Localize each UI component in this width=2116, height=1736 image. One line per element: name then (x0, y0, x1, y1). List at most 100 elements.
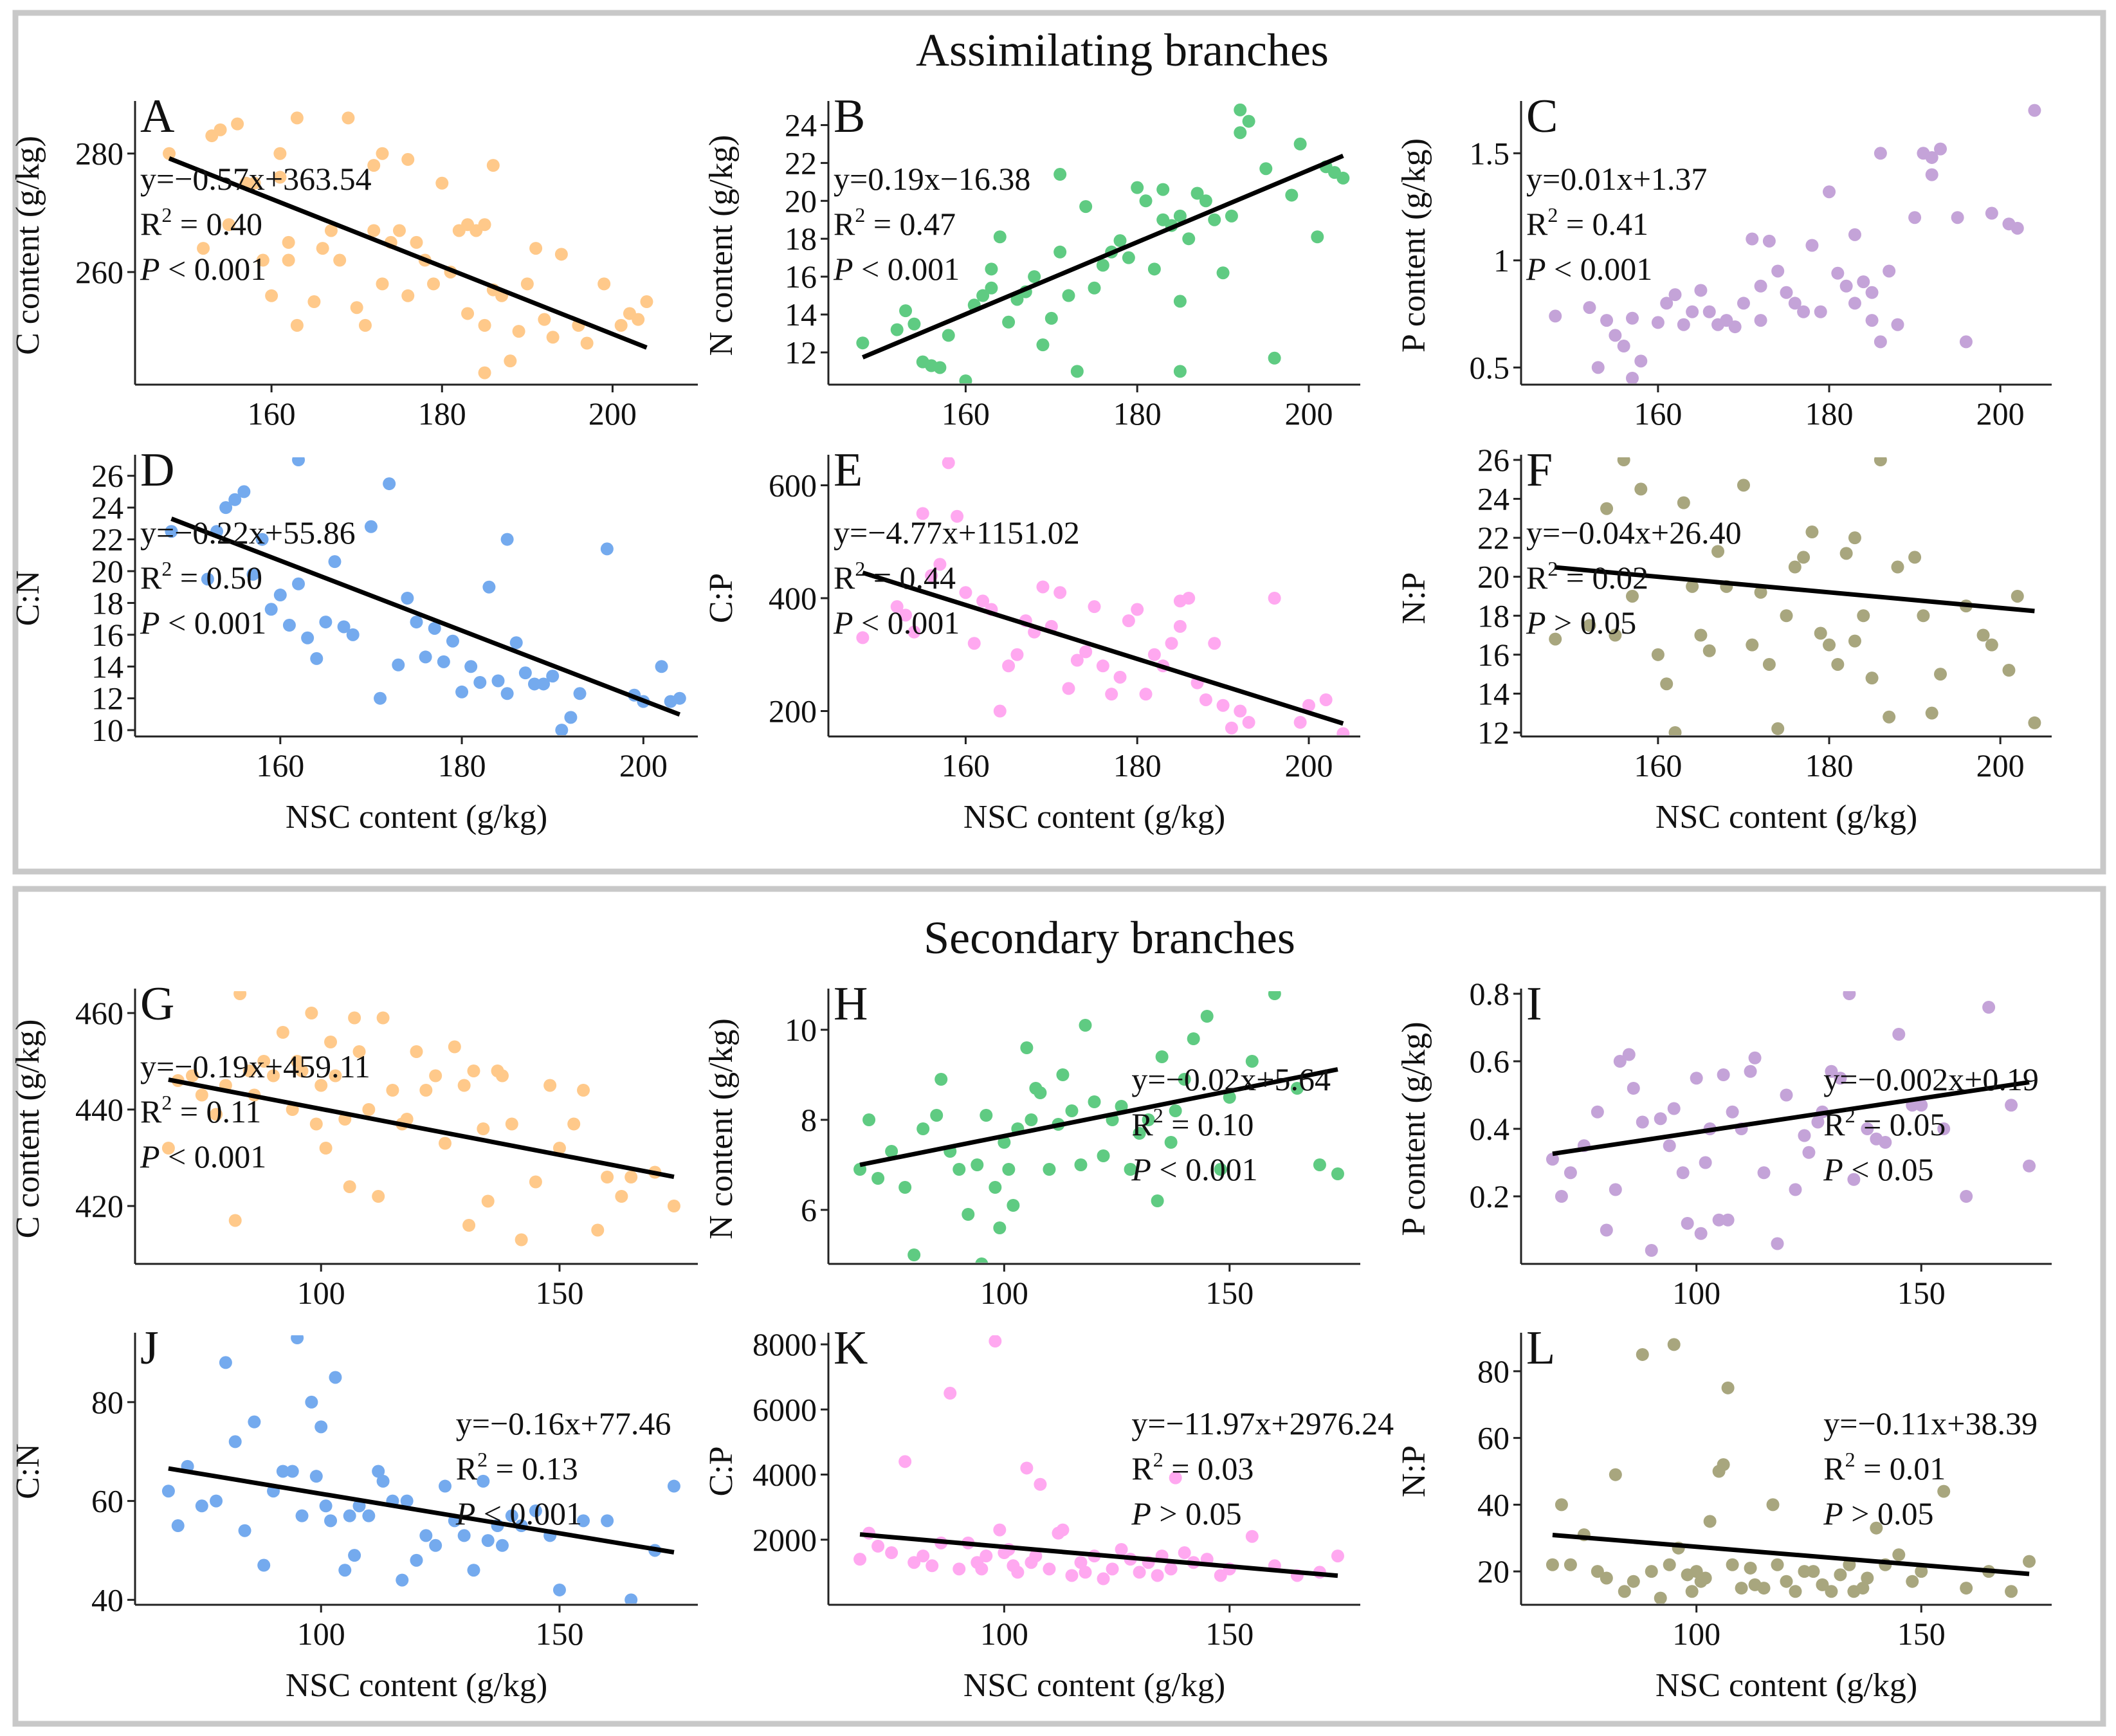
data-point (601, 1514, 614, 1528)
data-point (295, 1509, 309, 1522)
y-tick-label: 60 (1477, 1420, 1509, 1456)
r-squared-label: R2 = 0.41 (1526, 203, 1648, 242)
superscript-two: 2 (161, 203, 172, 226)
data-point (462, 1219, 476, 1232)
x-axis-title: NSC content (g/kg) (963, 1667, 1225, 1704)
x-tick-label: 180 (438, 747, 486, 783)
y-tick-label: 20 (91, 553, 123, 589)
data-point (292, 457, 306, 466)
data-point (1268, 991, 1281, 1000)
data-point (980, 1549, 993, 1563)
r-squared-symbol: R (456, 1450, 478, 1486)
data-point (942, 329, 955, 342)
y-tick-label: 6000 (752, 1391, 817, 1427)
data-point (985, 262, 998, 276)
data-point (871, 1539, 885, 1553)
data-point (899, 608, 913, 622)
data-point (538, 313, 551, 326)
regression-equation: y=−0.22x+55.86 (140, 515, 356, 551)
data-point (976, 289, 990, 302)
y-axis-title: C content (g/kg) (10, 1019, 46, 1239)
y-axis-title: C:P (703, 1446, 740, 1496)
data-point (1591, 361, 1605, 374)
panel-E: 200 400 600 160 180 200 C:P NSC content (g/kg) E… (703, 444, 1360, 836)
data-point (1651, 316, 1665, 329)
data-point (1302, 699, 1315, 712)
data-point (1043, 1562, 1056, 1576)
section-title-assimilating: Assimilating branches (916, 24, 1329, 76)
data-point (1010, 648, 1024, 661)
data-point (1062, 682, 1075, 695)
data-point (338, 1564, 352, 1577)
panel-letter: L (1526, 1322, 1555, 1375)
data-point (1789, 1585, 1802, 1598)
data-point (1823, 185, 1836, 199)
p-symbol: P (1526, 605, 1546, 641)
data-point (1199, 693, 1212, 706)
data-point (410, 616, 423, 629)
data-point (1711, 545, 1725, 558)
data-point (1555, 1498, 1568, 1512)
data-point (1811, 1115, 1825, 1129)
data-point (1070, 365, 1084, 378)
data-point (573, 687, 587, 700)
p-value-label: P < 0.05 (1823, 1151, 1933, 1187)
x-axis-title: NSC content (g/kg) (286, 799, 547, 836)
data-point (1934, 142, 1947, 156)
y-tick-label: 80 (1477, 1353, 1509, 1389)
data-point (601, 1171, 614, 1183)
r-squared-value: = 0.11 (172, 1093, 261, 1129)
data-point (473, 675, 487, 689)
data-point (1677, 496, 1690, 509)
x-tick-label: 150 (535, 1616, 583, 1652)
data-point (343, 1509, 356, 1522)
data-point (615, 1190, 628, 1203)
data-point (401, 289, 415, 302)
y-tick-label: 26 (91, 458, 123, 494)
data-point (856, 336, 870, 350)
data-point (1717, 1458, 1730, 1472)
r-squared-value: = 0.10 (1163, 1106, 1254, 1142)
data-point (1169, 1104, 1182, 1117)
data-point (1934, 668, 1947, 681)
data-point (429, 1069, 442, 1083)
p-symbol: P (833, 251, 853, 287)
x-tick-label: 200 (619, 747, 668, 783)
data-point (930, 1109, 944, 1122)
y-tick-label: 24 (785, 107, 817, 143)
data-point (315, 1420, 328, 1434)
data-point (1096, 259, 1109, 272)
data-point (307, 295, 321, 309)
p-value-label: P < 0.001 (140, 605, 266, 641)
data-point (1634, 482, 1648, 496)
data-point (435, 176, 449, 190)
y-axis-title: P content (g/kg) (1396, 1021, 1432, 1236)
data-point (237, 485, 251, 498)
regression-line (862, 153, 1344, 360)
data-point (1115, 1542, 1128, 1556)
data-point (1173, 209, 1187, 223)
regression-equation: y=0.19x−16.38 (834, 161, 1030, 197)
regression-equation: y=0.01x+1.37 (1526, 161, 1707, 197)
x-tick-label: 150 (535, 1275, 583, 1311)
data-point (165, 525, 178, 538)
data-point (1200, 1010, 1214, 1023)
p-value-text: < 0.001 (160, 1138, 267, 1174)
data-point (1165, 637, 1178, 650)
x-tick-label: 180 (1113, 747, 1162, 783)
x-tick-label: 160 (256, 747, 304, 783)
data-point (853, 1553, 867, 1566)
data-point (1319, 693, 1333, 706)
data-point (1891, 560, 1904, 574)
data-point (1848, 228, 1861, 241)
r-squared-symbol: R (834, 560, 855, 596)
data-point (1245, 1530, 1259, 1543)
data-point (1667, 1338, 1681, 1351)
data-point (1960, 1582, 1973, 1595)
data-point (1151, 1194, 1164, 1207)
data-point (908, 1556, 921, 1569)
data-point (1600, 314, 1614, 327)
data-point (1737, 297, 1750, 310)
y-tick-label: 8000 (752, 1326, 817, 1362)
